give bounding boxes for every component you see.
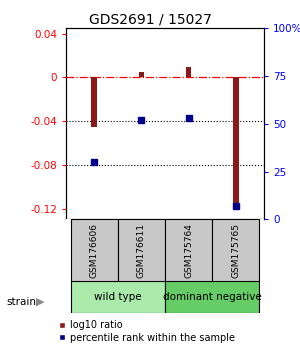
Text: GSM175765: GSM175765 (231, 223, 240, 278)
Text: GDS2691 / 15027: GDS2691 / 15027 (88, 12, 212, 27)
Text: wild type: wild type (94, 292, 142, 302)
Text: GSM176611: GSM176611 (137, 223, 146, 278)
Bar (165, 219, 212, 281)
Text: GSM176606: GSM176606 (90, 223, 99, 278)
Text: dominant negative: dominant negative (163, 292, 262, 302)
Bar (233, 78, 239, 206)
Text: strain: strain (6, 297, 36, 307)
Bar (118, 219, 165, 281)
Bar (71, 219, 118, 281)
Bar (186, 67, 191, 78)
Text: ▶: ▶ (36, 297, 45, 307)
Bar (71, 281, 165, 313)
Text: GSM175764: GSM175764 (184, 223, 193, 278)
Legend: log10 ratio, percentile rank within the sample: log10 ratio, percentile rank within the … (59, 320, 235, 343)
Bar (92, 78, 97, 127)
Bar (139, 72, 144, 78)
Bar (165, 281, 259, 313)
Bar (212, 219, 259, 281)
